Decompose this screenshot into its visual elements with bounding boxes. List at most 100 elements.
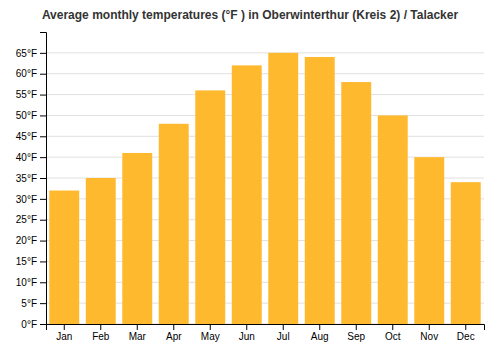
grid [46,53,484,324]
tick-label: 40°F [16,152,37,163]
x-tick: Jan [56,324,72,342]
y-tick: 50°F [16,110,46,121]
grid-line [46,115,484,116]
tick-mark [283,324,284,330]
tick-label: Mar [129,331,147,342]
tick-mark [40,199,46,200]
title: Average monthly temperatures (°F ) in Ob… [42,8,459,22]
tick-label: 55°F [16,89,37,100]
tick-label: Oct [385,331,401,342]
grid-line [46,52,484,53]
x-tick: Jun [239,324,255,342]
tick-mark [40,53,46,54]
bar [414,157,444,324]
bar [195,90,225,324]
tick-label: Jun [239,331,255,342]
tick-mark [40,303,46,304]
bar [268,53,298,324]
tick-mark [319,324,320,330]
tick-mark [40,157,46,158]
tick-label: Nov [420,331,438,342]
tick-label: 15°F [16,256,37,267]
tick-mark [40,241,46,242]
tick-mark [210,324,211,330]
y-tick: 40°F [16,152,46,163]
tick-label: 65°F [16,48,37,59]
bars [49,53,480,324]
y-tick: 0°F [21,319,46,330]
tick-mark [40,220,46,221]
tick-label: 50°F [16,110,37,121]
bar [451,182,481,324]
tick-mark [429,324,430,330]
bar [305,57,335,324]
tick-label: Dec [457,331,475,342]
grid-line [46,94,484,95]
y-tick: 20°F [16,235,46,246]
tick-label: 20°F [16,235,37,246]
tick-mark [465,324,466,330]
tick-mark [40,324,46,325]
bar [378,115,408,324]
tick-mark [40,178,46,179]
y-tick: 10°F [16,277,46,288]
tick-label: 5°F [21,298,37,309]
x-tick: Nov [420,324,438,342]
y-tick: 25°F [16,214,46,225]
x-tick: Feb [92,324,110,342]
tick-label: Jan [56,331,72,342]
tick-label: 35°F [16,173,37,184]
tick-label: 10°F [16,277,37,288]
tick-label: Jul [277,331,290,342]
x-tick: Mar [129,324,147,342]
bar [232,65,262,324]
bar [341,82,371,324]
tick-mark [40,115,46,116]
tick-label: Aug [311,331,329,342]
tick-label: 0°F [21,319,37,330]
axis-line [40,33,47,325]
x-tick: Apr [166,324,182,342]
tick-label: Sep [347,331,365,342]
x-axis: Jan Feb Mar Apr May Jun Jul Aug Sep Oct Nov Dec [47,324,485,342]
x-tick: Aug [311,324,329,342]
x-tick: Sep [347,324,365,342]
tick-label: 25°F [16,214,37,225]
tick-label: 60°F [16,68,37,79]
x-tick: Dec [457,324,475,342]
tick-label: Apr [166,331,182,342]
chart: 0°F 5°F 10°F 15°F 20°F 25°F 30°F 35°F 40°F 45°F 50… [0,0,500,350]
y-tick: 15°F [16,256,46,267]
grid-line [46,73,484,74]
tick-label: May [201,331,220,342]
tick-mark [392,324,393,330]
tick-mark [64,324,65,330]
tick-label: 30°F [16,194,37,205]
y-tick: 30°F [16,194,46,205]
x-tick: Jul [277,324,290,342]
x-tick: May [201,324,220,342]
tick-mark [40,282,46,283]
tick-mark [100,324,101,330]
plot: 0°F 5°F 10°F 15°F 20°F 25°F 30°F 35°F 40°F 45°F 50… [16,33,485,343]
tick-mark [40,136,46,137]
y-tick: 55°F [16,89,46,100]
tick-mark [246,324,247,330]
tick-mark [40,95,46,96]
tick-mark [356,324,357,330]
tick-label: Feb [92,331,110,342]
y-tick: 60°F [16,68,46,79]
bar [86,178,116,324]
axis-line [47,325,485,331]
y-axis: 0°F 5°F 10°F 15°F 20°F 25°F 30°F 35°F 40°F 45°F 50… [16,33,47,330]
tick-mark [40,261,46,262]
y-tick: 65°F [16,48,46,59]
x-tick: Oct [385,324,401,342]
bar [122,153,152,324]
tick-mark [173,324,174,330]
y-tick: 45°F [16,131,46,142]
tick-mark [137,324,138,330]
tick-mark [40,74,46,75]
bar [49,191,79,324]
y-tick: 5°F [21,298,46,309]
